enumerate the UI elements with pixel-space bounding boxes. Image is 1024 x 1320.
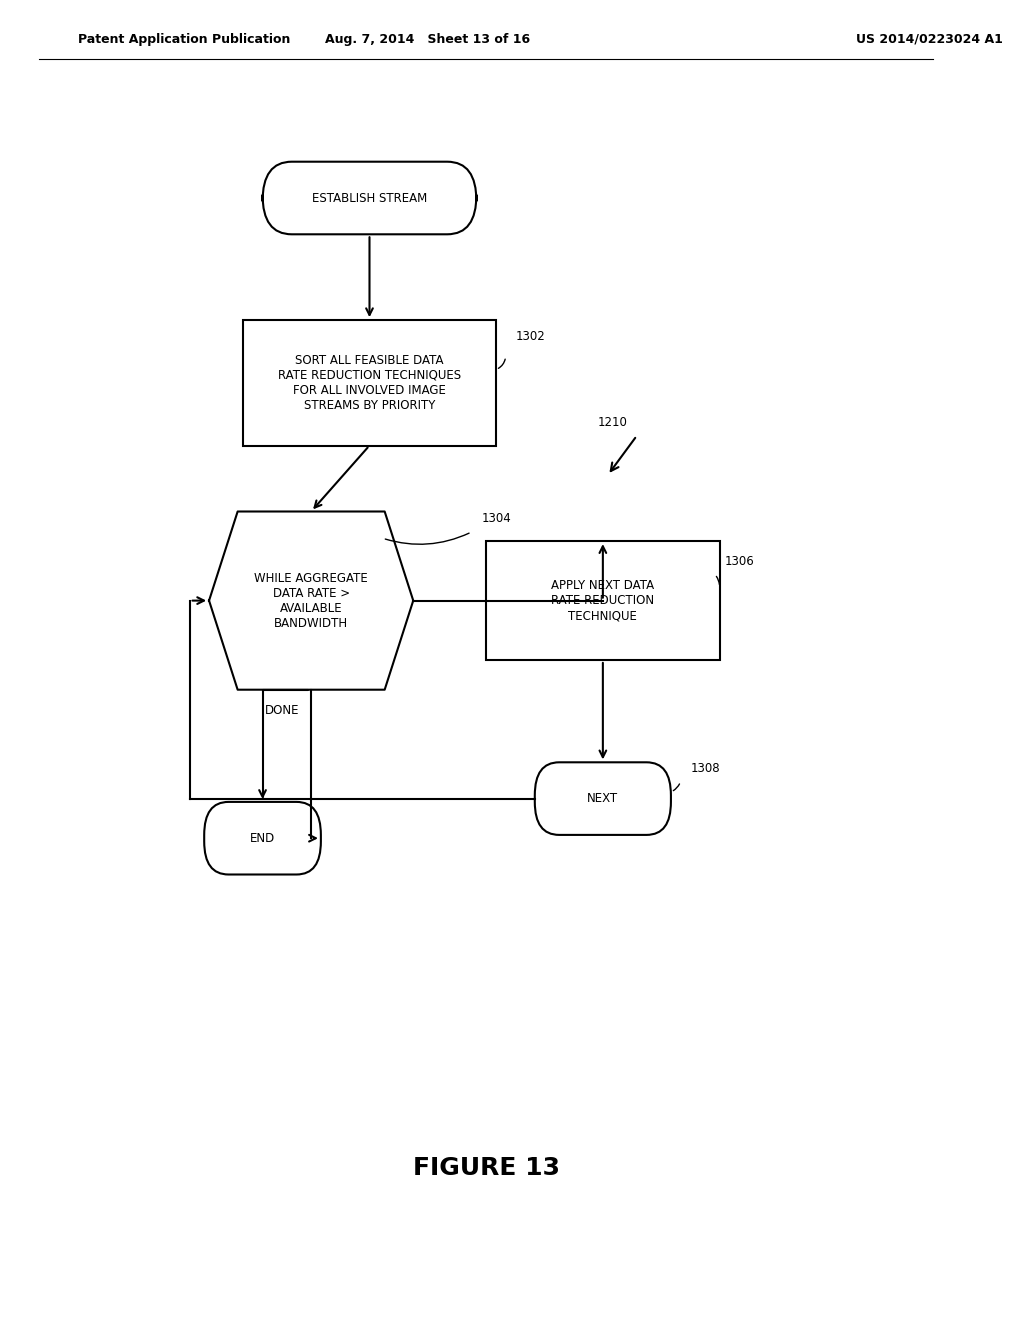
Text: ESTABLISH STREAM: ESTABLISH STREAM (312, 191, 427, 205)
FancyBboxPatch shape (204, 803, 321, 875)
Bar (243, 321, 496, 446)
Text: 1304: 1304 (481, 512, 511, 525)
Text: DONE: DONE (265, 704, 299, 717)
Bar (486, 541, 720, 660)
Polygon shape (209, 511, 414, 689)
Text: 1306: 1306 (724, 554, 754, 568)
FancyBboxPatch shape (535, 763, 671, 836)
Text: END: END (250, 832, 275, 845)
Text: 1210: 1210 (598, 416, 628, 429)
Text: NEXT: NEXT (588, 792, 618, 805)
Text: Patent Application Publication: Patent Application Publication (78, 33, 290, 46)
Text: APPLY NEXT DATA
RATE REDUCTION
TECHNIQUE: APPLY NEXT DATA RATE REDUCTION TECHNIQUE (551, 579, 654, 622)
FancyBboxPatch shape (262, 161, 476, 235)
Text: WHILE AGGREGATE
DATA RATE >
AVAILABLE
BANDWIDTH: WHILE AGGREGATE DATA RATE > AVAILABLE BA… (254, 572, 368, 630)
Text: 1308: 1308 (690, 762, 720, 775)
Text: Aug. 7, 2014   Sheet 13 of 16: Aug. 7, 2014 Sheet 13 of 16 (326, 33, 530, 46)
Text: FIGURE 13: FIGURE 13 (413, 1156, 560, 1180)
Text: SORT ALL FEASIBLE DATA
RATE REDUCTION TECHNIQUES
FOR ALL INVOLVED IMAGE
STREAMS : SORT ALL FEASIBLE DATA RATE REDUCTION TE… (278, 354, 461, 412)
Text: US 2014/0223024 A1: US 2014/0223024 A1 (856, 33, 1002, 46)
Text: 1302: 1302 (515, 330, 545, 343)
